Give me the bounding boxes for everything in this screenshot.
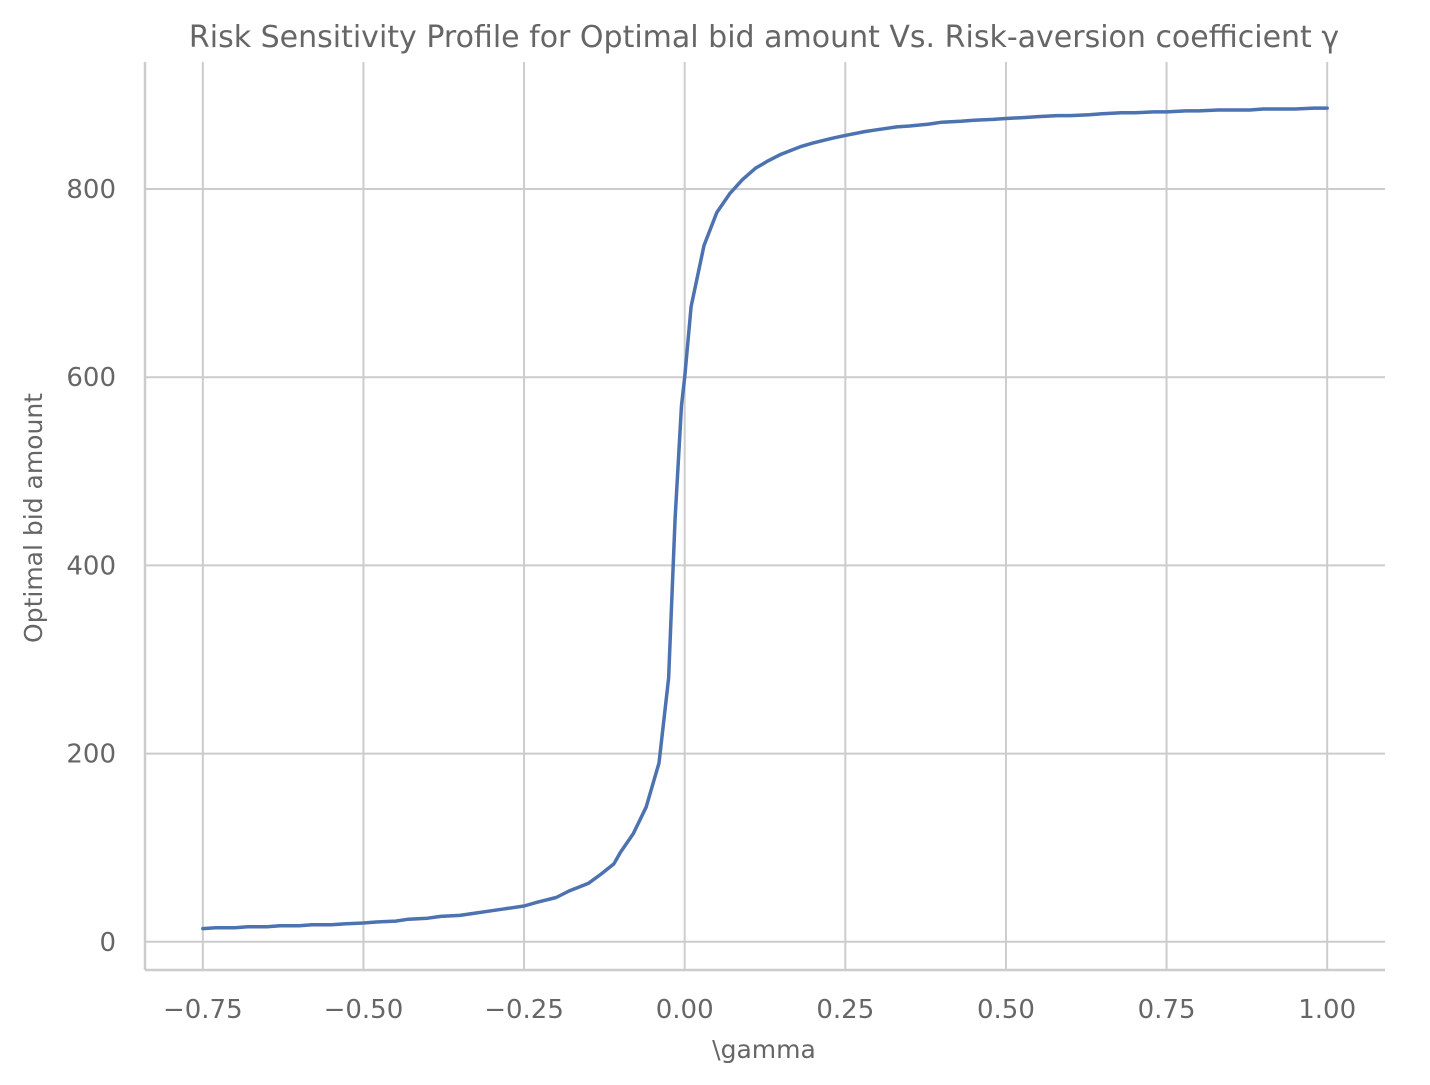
x-axis-label: \gamma [712, 1035, 816, 1064]
chart-title: Risk Sensitivity Profile for Optimal bid… [189, 20, 1339, 55]
x-tick-label: 0.75 [1138, 995, 1196, 1025]
y-tick-label: 600 [66, 363, 116, 393]
x-tick-label: −0.50 [324, 995, 404, 1025]
axis-spines [143, 62, 1385, 972]
y-axis-label: Optimal bid amount [19, 393, 48, 643]
y-tick-label: 200 [66, 740, 116, 770]
series-line-0 [201, 106, 1329, 931]
x-tick-label: −0.75 [163, 995, 243, 1025]
y-tick-labels: 0 200 400 600 800 [66, 175, 116, 958]
grid-lines [145, 62, 1385, 970]
y-tick-label: 0 [99, 928, 116, 958]
x-tick-label: 0.25 [816, 995, 874, 1025]
series-layer [201, 106, 1329, 931]
x-tick-labels: −0.75 −0.50 −0.25 0.00 0.25 0.50 0.75 1.00 [163, 995, 1356, 1025]
x-tick-label: 0.00 [656, 995, 714, 1025]
x-tick-label: 0.50 [977, 995, 1035, 1025]
x-tick-label: −0.25 [484, 995, 564, 1025]
x-tick-label: 1.00 [1298, 995, 1356, 1025]
y-tick-label: 400 [66, 551, 116, 581]
y-tick-label: 800 [66, 175, 116, 205]
